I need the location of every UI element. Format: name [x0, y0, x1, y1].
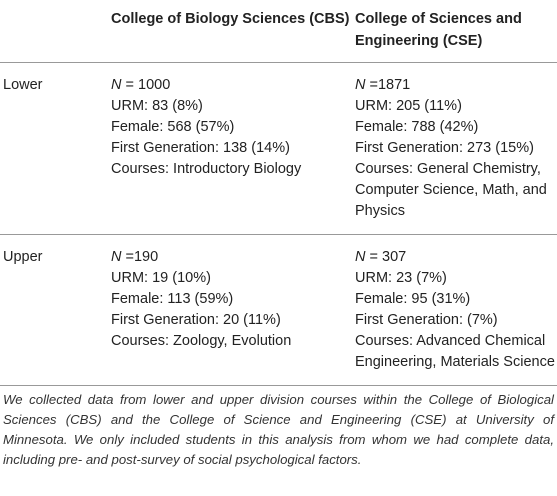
cell-line: Female: 788 (42%) [355, 119, 479, 135]
cell: N = 307 URM: 23 (7%) Female: 95 (31%) First… [355, 235, 557, 386]
cell-line: URM: 23 (7%) [355, 270, 447, 286]
cell-line: URM: 205 (11%) [355, 98, 462, 114]
cell-line: Female: 568 (57%) [111, 119, 235, 135]
n-value: = 1000 [125, 77, 171, 93]
column-header: College of Sciences and Engineering (CSE… [355, 11, 522, 49]
cell-line: First Generation: 20 (11%) [111, 312, 281, 328]
cell-line: Female: 113 (59%) [111, 291, 234, 307]
n-symbol: N [355, 249, 366, 265]
cell-line: Courses: Advanced Chemical Engineering, … [355, 333, 555, 370]
cell-line: N = 307 [355, 247, 557, 268]
corner [0, 0, 111, 63]
cell-line: URM: 19 (10%) [111, 270, 211, 286]
cell-line: Courses: General Chemistry, Computer Sci… [355, 161, 547, 219]
table-body: Lower N = 1000 URM: 83 (8%) Female: 568 (57… [0, 63, 557, 386]
data-table: College of Biology Sciences (CBS) Colleg… [0, 0, 557, 386]
table-row: Lower N = 1000 URM: 83 (8%) Female: 568 (57… [0, 63, 557, 235]
table-row: Upper N =190 URM: 19 (10%) Female: 113 (59%… [0, 235, 557, 386]
cell: N =1871 URM: 205 (11%) Female: 788 (42%) Fi… [355, 63, 557, 235]
n-value: = 307 [369, 249, 407, 265]
column-header: College of Biology Sciences (CBS) [111, 11, 350, 27]
row-label: Lower [3, 77, 43, 93]
footnote: We collected data from lower and upper d… [3, 392, 554, 467]
n-symbol: N [111, 249, 122, 265]
cell-line: Female: 95 (31%) [355, 291, 471, 307]
cell-line: Courses: Introductory Biology [111, 161, 302, 177]
row-label: Upper [3, 249, 43, 265]
cell-line: N =1871 [355, 75, 557, 96]
cell: N = 1000 URM: 83 (8%) Female: 568 (57%) Fir… [111, 63, 355, 235]
cell-line: N =190 [111, 247, 355, 268]
header-row: College of Biology Sciences (CBS) Colleg… [0, 0, 557, 63]
n-value: =1871 [369, 77, 411, 93]
n-symbol: N [355, 77, 366, 93]
cell-line: First Generation: 138 (14%) [111, 140, 290, 156]
cell: N =190 URM: 19 (10%) Female: 113 (59%) Firs… [111, 235, 355, 386]
cell-line: Courses: Zoology, Evolution [111, 333, 292, 349]
n-symbol: N [111, 77, 122, 93]
cell-line: First Generation: (7%) [355, 312, 498, 328]
cell-line: URM: 83 (8%) [111, 98, 203, 114]
cell-line: First Generation: 273 (15%) [355, 140, 534, 156]
n-value: =190 [125, 249, 159, 265]
cell-line: N = 1000 [111, 75, 355, 96]
